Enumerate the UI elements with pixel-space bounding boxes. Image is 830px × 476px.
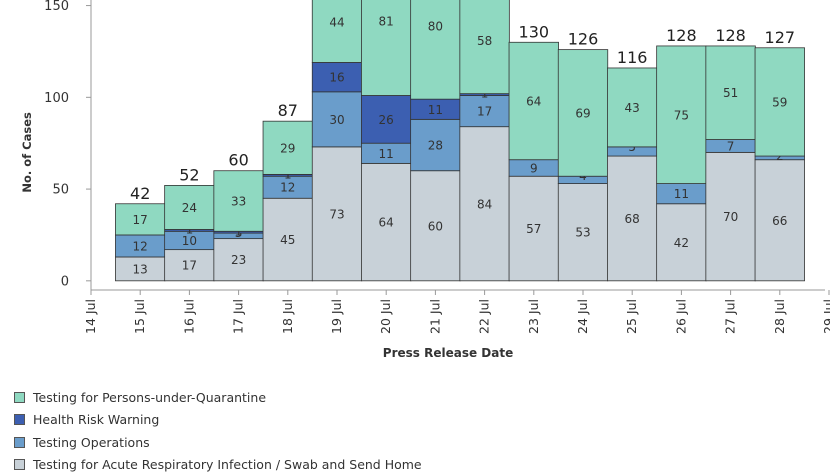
x-tick-label: 15 Jul	[132, 299, 147, 334]
bar-total-label: 128	[666, 26, 697, 45]
x-tick-label: 29 Jul	[821, 299, 830, 334]
segment-value-label: 29	[280, 141, 295, 155]
segment-value-label: 12	[133, 239, 148, 253]
x-axis-title: Press Release Date	[383, 346, 513, 360]
x-tick-label: 21 Jul	[427, 299, 442, 334]
segment-value-label: 58	[477, 34, 492, 48]
segment-value-label: 69	[575, 106, 590, 120]
legend-item-acute-respiratory[interactable]: Testing for Acute Respiratory Infection …	[14, 454, 422, 476]
segment-value-label: 73	[329, 207, 344, 221]
segment-value-label: 66	[772, 214, 787, 228]
segment-value-label: 57	[526, 222, 541, 236]
segment-value-label: 64	[526, 94, 541, 108]
bar-total-label: 42	[130, 184, 150, 203]
x-tick-label: 22 Jul	[477, 299, 492, 334]
segment-value-label: 26	[379, 113, 394, 127]
segment-value-label: 24	[182, 201, 197, 215]
bar-total-label: 87	[278, 101, 298, 120]
segment-value-label: 33	[231, 195, 246, 209]
legend-label-quarantine: Testing for Persons-under-Quarantine	[33, 390, 266, 405]
segment-value-label: 9	[530, 161, 538, 175]
bar-total-label: 116	[617, 48, 648, 67]
segment-value-label: 17	[182, 259, 197, 273]
x-tick-label: 26 Jul	[673, 299, 688, 334]
segment-value-label: 28	[428, 139, 443, 153]
stacked-bar-chart: 0 50 100 150 No. of Cases 14 Jul 15 Jul 16 Jul 1…	[0, 0, 830, 380]
segment-value-label: 75	[674, 108, 689, 122]
x-tick-label: 24 Jul	[575, 299, 590, 334]
bar-segment	[411, 0, 461, 99]
bar-total-label: 127	[765, 28, 796, 47]
segment-value-label: 11	[379, 147, 394, 161]
legend-swatch-quarantine	[14, 392, 25, 403]
bar-total-label: 130	[519, 22, 550, 41]
bar-total-label: 52	[179, 165, 199, 184]
x-tick-label: 28 Jul	[772, 299, 787, 334]
segment-value-label: 81	[379, 15, 394, 29]
segment-value-label: 70	[723, 210, 738, 224]
x-tick-label: 19 Jul	[329, 299, 344, 334]
segment-value-label: 60	[428, 219, 443, 233]
x-tick-label: 16 Jul	[181, 299, 196, 334]
y-tick-label: 50	[52, 183, 69, 198]
bar-total-label: 128	[715, 26, 746, 45]
segment-value-label: 84	[477, 197, 492, 211]
y-tick-label: 100	[44, 91, 69, 106]
legend-label-health-risk-warning: Health Risk Warning	[33, 412, 159, 427]
segment-value-label: 11	[674, 187, 689, 201]
legend: Testing for Persons-under-Quarantine Hea…	[14, 386, 422, 476]
x-tick-label: 18 Jul	[280, 299, 295, 334]
legend-item-health-risk-warning[interactable]: Health Risk Warning	[14, 409, 422, 432]
bar-segment	[312, 0, 362, 62]
segment-value-label: 80	[428, 19, 443, 33]
segment-value-label: 51	[723, 86, 738, 100]
segment-value-label: 12	[280, 181, 295, 195]
segment-value-label: 42	[674, 236, 689, 250]
x-tick-label: 23 Jul	[526, 299, 541, 334]
bar-total-label: 126	[568, 30, 599, 49]
x-tick-label: 27 Jul	[723, 299, 738, 334]
segment-value-label: 44	[329, 16, 344, 30]
legend-item-quarantine[interactable]: Testing for Persons-under-Quarantine	[14, 386, 422, 409]
segment-value-label: 59	[772, 95, 787, 109]
segment-value-label: 43	[625, 101, 640, 115]
segment-value-label: 11	[428, 103, 443, 117]
legend-label-testing-operations: Testing Operations	[33, 435, 150, 450]
segment-value-label: 16	[329, 71, 344, 85]
segment-value-label: 45	[280, 233, 295, 247]
x-tick-label: 17 Jul	[231, 299, 246, 334]
legend-swatch-health-risk-warning	[14, 414, 25, 425]
segment-value-label: 68	[625, 212, 640, 226]
bar-total-label: 60	[228, 151, 248, 170]
y-tick-label: 0	[61, 274, 69, 289]
segment-value-label: 64	[379, 216, 394, 230]
legend-swatch-testing-operations	[14, 437, 25, 448]
segment-value-label: 7	[727, 139, 735, 153]
y-tick-label: 150	[44, 0, 69, 14]
x-tick-label: 20 Jul	[378, 299, 393, 334]
legend-swatch-acute-respiratory	[14, 459, 25, 470]
segment-value-label: 13	[133, 262, 148, 276]
x-tick-label: 14 Jul	[83, 299, 98, 334]
y-axis-title: No. of Cases	[20, 112, 34, 193]
segment-value-label: 53	[575, 226, 590, 240]
legend-item-testing-operations[interactable]: Testing Operations	[14, 431, 422, 454]
segment-value-label: 23	[231, 253, 246, 267]
segment-value-label: 30	[329, 113, 344, 127]
legend-label-acute-respiratory: Testing for Acute Respiratory Infection …	[33, 457, 422, 472]
segment-value-label: 17	[133, 213, 148, 227]
x-tick-label: 25 Jul	[624, 299, 639, 334]
segment-value-label: 17	[477, 105, 492, 119]
